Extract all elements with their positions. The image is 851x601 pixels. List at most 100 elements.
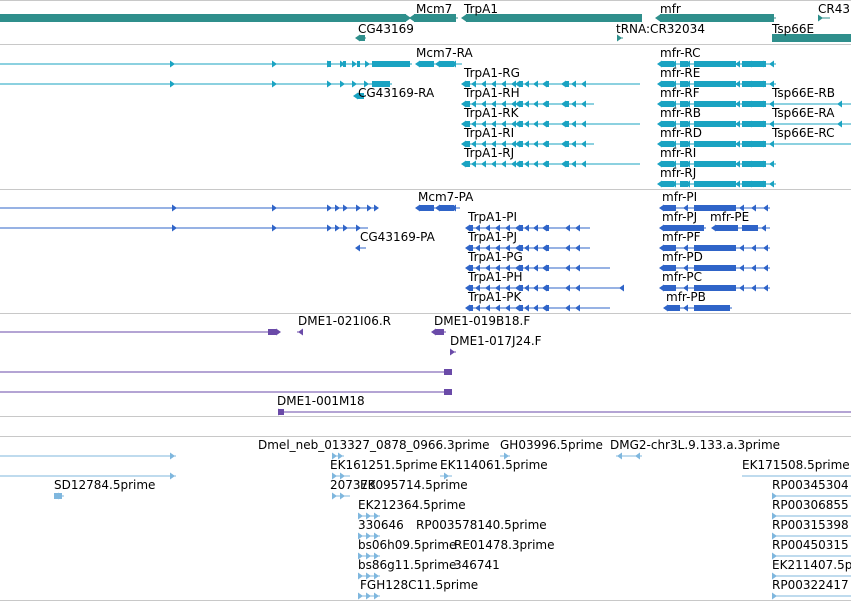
feature-label[interactable]: Mcm7-RA: [416, 46, 473, 60]
transcript-mfr[interactable]: [657, 100, 776, 108]
feature-label[interactable]: 330646: [358, 518, 404, 532]
protein-mcm7-pa[interactable]: [415, 204, 460, 212]
feature-label[interactable]: mfr-PC: [662, 270, 702, 284]
feature-label[interactable]: TrpA1-RJ: [463, 146, 514, 160]
feature-label[interactable]: Tsp66E-RB: [771, 86, 835, 100]
gene-cg43169[interactable]: [355, 34, 366, 42]
feature-label[interactable]: Mcm7-PA: [418, 190, 474, 204]
protein-mfr-pi[interactable]: [659, 204, 770, 212]
feature-label[interactable]: mfr-RE: [660, 66, 700, 80]
transcript-trpa1[interactable]: [461, 120, 640, 128]
feature-label[interactable]: EK171508.5prime: [742, 458, 850, 472]
feature-label[interactable]: RP00345304: [772, 478, 849, 492]
clone-dme1-017j24[interactable]: [450, 348, 456, 356]
gene-trna[interactable]: [617, 34, 623, 42]
protein-trpa1[interactable]: [465, 244, 590, 252]
transcript-mfr[interactable]: [657, 60, 776, 68]
protein-trpa1[interactable]: [465, 284, 624, 292]
feature-label[interactable]: RE01478.3prime: [454, 538, 555, 552]
feature-label[interactable]: EK212364.5prime: [358, 498, 466, 512]
feature-label[interactable]: mfr-PJ: [662, 210, 697, 224]
feature-label[interactable]: 346741: [454, 558, 500, 572]
gene-mfr[interactable]: [655, 14, 776, 22]
clone-dme1-019b18[interactable]: [431, 328, 446, 336]
gene-mcm7[interactable]: [409, 14, 458, 22]
feature-label[interactable]: TrpA1-RG: [463, 66, 520, 80]
transcript-mfr[interactable]: [657, 180, 776, 188]
feature-label[interactable]: DMG2-chr3L.9.133.a.3prime: [610, 438, 780, 452]
feature-label[interactable]: mfr: [660, 2, 681, 16]
transcript-mcm7-ra[interactable]: [415, 60, 462, 68]
feature-label[interactable]: bs06h09.5prime: [358, 538, 456, 552]
transcript-trpa1[interactable]: [461, 140, 594, 148]
protein-trpa1[interactable]: [465, 264, 610, 272]
transcript-mfr[interactable]: [657, 160, 776, 168]
est-dmg2[interactable]: [616, 452, 642, 460]
feature-label[interactable]: EK161251.5prime: [330, 458, 438, 472]
feature-label[interactable]: Dmel_neb_013327_0878_0966.3prime: [258, 438, 490, 452]
protein-left-1[interactable]: [0, 204, 379, 212]
clone-1[interactable]: [0, 328, 281, 336]
feature-label[interactable]: mfr-RJ: [660, 166, 696, 180]
feature-label[interactable]: mfr-RD: [660, 126, 702, 140]
feature-label[interactable]: Mcm7: [416, 2, 452, 16]
protein-mfr-pb[interactable]: [663, 304, 732, 312]
feature-label[interactable]: RP00450315: [772, 538, 849, 552]
feature-label[interactable]: TrpA1-RK: [463, 106, 520, 120]
protein-trpa1[interactable]: [465, 304, 610, 312]
feature-label[interactable]: RP003578140.5prime: [416, 518, 547, 532]
est-left-1[interactable]: [0, 452, 176, 460]
feature-label[interactable]: tRNA:CR32034: [616, 22, 705, 36]
est-rp-right[interactable]: [772, 572, 851, 580]
est-rp-right[interactable]: [772, 532, 851, 540]
est-ek114061[interactable]: [440, 472, 452, 480]
feature-label[interactable]: CG43169-RA: [358, 86, 435, 100]
transcript-mfr[interactable]: [657, 120, 776, 128]
transcript-left-1[interactable]: [0, 60, 412, 68]
feature-label[interactable]: TrpA1-PG: [467, 250, 523, 264]
transcript-mfr[interactable]: [657, 140, 776, 148]
feature-label[interactable]: mfr-RB: [660, 106, 701, 120]
protein-mfr-pd[interactable]: [659, 264, 770, 272]
feature-label[interactable]: mfr-PD: [662, 250, 703, 264]
est-ek212364[interactable]: [358, 512, 380, 520]
protein-trpa1[interactable]: [465, 224, 590, 232]
feature-label[interactable]: mfr-PE: [710, 210, 749, 224]
est-207373[interactable]: [332, 492, 350, 500]
feature-label[interactable]: RP00315398: [772, 518, 849, 532]
gene-left[interactable]: [0, 14, 411, 22]
est-ek161251[interactable]: [332, 472, 350, 480]
feature-label[interactable]: TrpA1-RI: [463, 126, 514, 140]
transcript-trpa1[interactable]: [461, 80, 640, 88]
feature-label[interactable]: Tsp66E-RA: [771, 106, 835, 120]
feature-label[interactable]: mfr-PB: [666, 290, 706, 304]
feature-label[interactable]: CG43169: [358, 22, 414, 36]
protein-cg43169-pa[interactable]: [355, 244, 366, 252]
feature-label[interactable]: DME1-017J24.F: [450, 334, 542, 348]
est-sd12784[interactable]: [54, 492, 64, 500]
feature-label[interactable]: TrpA1-PH: [467, 270, 523, 284]
protein-mfr-pe[interactable]: [711, 224, 770, 232]
transcript-mfr[interactable]: [657, 80, 776, 88]
est-330646[interactable]: [358, 532, 380, 540]
feature-label[interactable]: bs86g11.5prime: [358, 558, 456, 572]
est-rp-right[interactable]: [772, 592, 851, 600]
feature-label[interactable]: mfr-PI: [662, 190, 697, 204]
est-fgh128c11[interactable]: [358, 592, 380, 600]
clone-dme1-001m18[interactable]: [278, 408, 851, 416]
clone-2[interactable]: [0, 369, 452, 375]
gene-cr43[interactable]: [818, 14, 830, 22]
feature-label[interactable]: TrpA1: [463, 2, 498, 16]
feature-label[interactable]: RP00306855: [772, 498, 849, 512]
feature-label[interactable]: mfr-PF: [662, 230, 701, 244]
feature-label[interactable]: DME1-021I06.R: [298, 314, 391, 328]
transcript-left-2[interactable]: [0, 80, 392, 88]
feature-label[interactable]: mfr-RF: [660, 86, 700, 100]
transcript-tsp66e-ra[interactable]: [772, 120, 851, 128]
feature-label[interactable]: CR43: [818, 2, 850, 16]
feature-label[interactable]: SD12784.5prime: [54, 478, 155, 492]
feature-label[interactable]: DME1-001M18: [277, 394, 365, 408]
feature-label[interactable]: EK211407.5p: [772, 558, 851, 572]
gene-tsp66e[interactable]: [772, 34, 851, 42]
